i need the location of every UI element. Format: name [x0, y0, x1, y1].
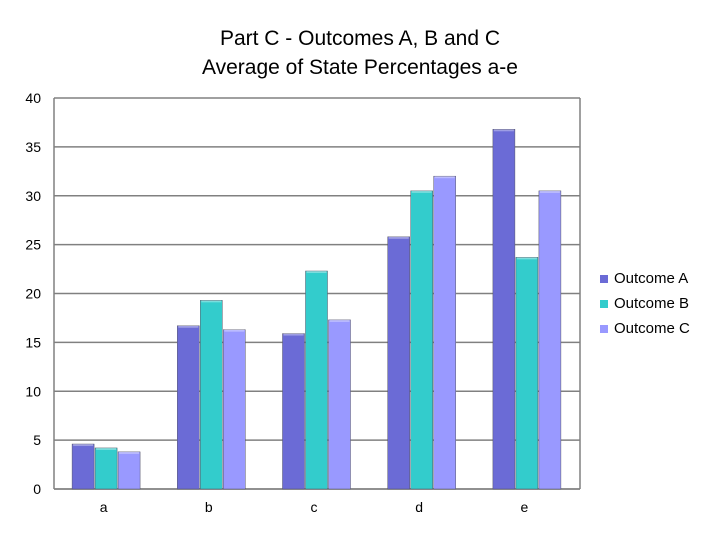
bar — [328, 319, 351, 490]
bar-highlight — [411, 190, 432, 193]
legend: Outcome A Outcome B Outcome C — [600, 266, 690, 341]
x-tick-label: c — [311, 499, 318, 515]
legend-swatch — [600, 274, 608, 283]
bar — [94, 447, 118, 490]
bar-highlight — [283, 333, 304, 336]
y-tick-label: 25 — [25, 237, 41, 253]
chart-title: Part C - Outcomes A, B and C — [219, 27, 501, 50]
bar-highlight — [178, 325, 199, 328]
legend-swatch — [600, 324, 608, 333]
bar-highlight — [434, 176, 455, 179]
bar-highlight — [306, 271, 327, 274]
bar — [305, 270, 328, 490]
bar — [538, 190, 562, 490]
x-tick-label: a — [100, 499, 108, 515]
legend-item-outcome-b: Outcome B — [600, 291, 690, 316]
x-tick-label: d — [415, 499, 423, 515]
bar — [282, 333, 305, 490]
y-tick-label: 5 — [33, 432, 41, 448]
bar-highlight — [73, 444, 94, 447]
bar — [410, 190, 433, 490]
bar-highlight — [539, 190, 560, 193]
bar-highlight — [516, 257, 537, 260]
y-tick-label: 20 — [25, 286, 41, 302]
y-tick-label: 0 — [33, 481, 41, 497]
legend-item-outcome-a: Outcome A — [600, 266, 690, 291]
legend-item-outcome-c: Outcome C — [600, 316, 690, 341]
y-tick-label: 15 — [25, 334, 41, 350]
bar-highlight — [96, 447, 117, 450]
bar — [71, 443, 95, 490]
bar-highlight — [329, 319, 350, 322]
bar-highlight — [201, 300, 222, 303]
chart-title-block: Part C - Outcomes A, B and C Average of … — [0, 24, 720, 82]
legend-label: Outcome B — [614, 295, 690, 312]
legend-label: Outcome C — [614, 320, 690, 337]
legend-label: Outcome A — [614, 270, 689, 287]
bar — [223, 329, 246, 490]
bar — [117, 451, 141, 490]
bar — [387, 236, 410, 490]
x-tick-label: e — [521, 499, 529, 515]
bar-highlight — [224, 329, 245, 332]
bar-highlight — [388, 236, 409, 239]
y-tick-label: 35 — [25, 139, 41, 155]
y-tick-label: 10 — [25, 383, 41, 399]
chart-subtitle: Average of State Percentages a-e — [202, 56, 518, 79]
bar — [515, 257, 539, 490]
y-tick-label: 30 — [25, 188, 41, 204]
bar — [200, 300, 223, 490]
bar-highlight — [119, 451, 140, 454]
x-tick-label: b — [205, 499, 213, 515]
bar-highlight — [493, 129, 514, 132]
bar — [177, 325, 200, 490]
bar — [433, 175, 456, 490]
legend-swatch — [600, 299, 608, 308]
bar — [492, 129, 516, 490]
y-tick-label: 40 — [25, 90, 41, 106]
